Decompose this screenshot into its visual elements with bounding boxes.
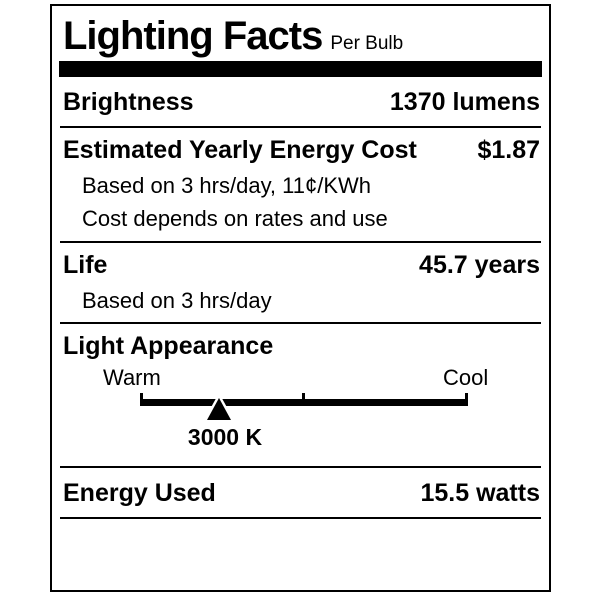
light-appearance-scale: Warm Cool 3000 K xyxy=(63,365,540,457)
energy-used-row: Energy Used 15.5 watts xyxy=(60,468,541,519)
energy-cost-label: Estimated Yearly Energy Cost xyxy=(63,136,417,164)
title-row: Lighting Facts Per Bulb xyxy=(52,6,549,58)
energy-cost-basis-note: Based on 3 hrs/day, 11¢/KWh xyxy=(82,173,372,198)
brightness-label: Brightness xyxy=(63,88,194,116)
energy-used-value: 15.5 watts xyxy=(420,478,540,507)
scale-tick-middle xyxy=(302,392,305,406)
light-appearance-heading-row: Light Appearance xyxy=(63,332,540,361)
energy-cost-disclaimer-note: Cost depends on rates and use xyxy=(82,206,388,232)
title-separator-bar xyxy=(59,61,542,77)
light-appearance-label: Light Appearance xyxy=(63,331,274,360)
energy-cost-section: Estimated Yearly Energy Cost $1.87 Based… xyxy=(60,128,541,243)
life-section: Life 45.7 years Based on 3 hrs/day xyxy=(60,243,541,324)
energy-used-label: Energy Used xyxy=(63,478,216,507)
life-basis-note: Based on 3 hrs/day xyxy=(82,287,272,313)
energy-cost-value: $1.87 xyxy=(477,136,540,164)
scale-tick-right xyxy=(465,392,468,406)
light-appearance-section: Light Appearance Warm Cool 3000 K xyxy=(60,324,541,468)
warm-label: Warm xyxy=(103,364,161,390)
kelvin-value: 3000 K xyxy=(187,423,263,450)
brightness-row: Brightness 1370 lumens xyxy=(60,77,541,128)
life-label: Life xyxy=(63,250,108,279)
per-unit-text: Per Bulb xyxy=(330,33,404,54)
energy-cost-row: Estimated Yearly Energy Cost $1.87 xyxy=(63,136,540,165)
life-value: 45.7 years xyxy=(419,250,540,279)
marker-triangle-icon xyxy=(207,397,231,420)
scale-tick-left xyxy=(140,392,143,406)
life-row: Life 45.7 years xyxy=(63,251,540,280)
cool-label: Cool xyxy=(443,364,489,390)
label-title: Lighting Facts xyxy=(63,14,323,58)
lighting-facts-label: Lighting Facts Per Bulb Brightness 1370 … xyxy=(50,4,551,592)
brightness-value: 1370 lumens xyxy=(389,88,540,116)
